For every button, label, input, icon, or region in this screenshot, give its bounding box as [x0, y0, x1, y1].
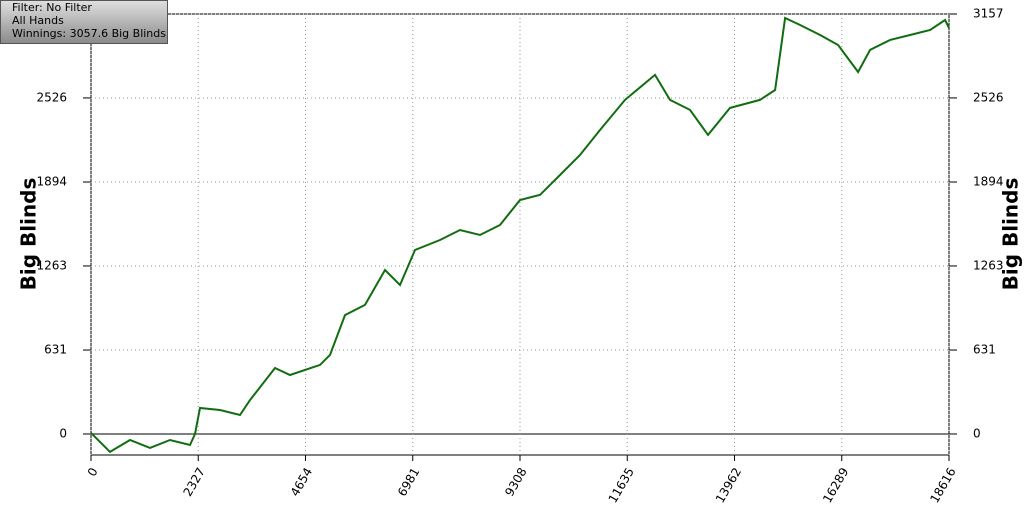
y-axis-title: Big Blinds [17, 178, 41, 291]
y2-tick-label: 2526 [973, 90, 1004, 104]
info-text: Winnings: 3057.6 Big Blinds [12, 27, 166, 40]
x-tick-label: 0 [85, 465, 101, 479]
y-tick-label: 1263 [36, 258, 67, 272]
y2-tick-label: 631 [973, 343, 996, 357]
x-tick-label: 2327 [180, 465, 207, 498]
y-tick-label: 1894 [36, 175, 67, 189]
info-text: All Hands [12, 14, 64, 27]
y-tick-label: 631 [44, 343, 67, 357]
x-tick-label: 6981 [395, 465, 422, 498]
x-tick-label: 18616 [927, 465, 958, 505]
x-tick-label: 9308 [502, 465, 529, 498]
y-tick-label: 0 [59, 426, 67, 440]
y2-tick-label: 3157 [973, 7, 1004, 21]
x-tick-label: 16289 [820, 465, 851, 505]
info-text: Filter: No Filter [12, 1, 92, 14]
x-tick-label: 13962 [713, 465, 744, 505]
y2-tick-label: 1263 [973, 258, 1004, 272]
y2-tick-label: 1894 [973, 175, 1004, 189]
info-box [0, 0, 168, 44]
x-tick-label: 4654 [288, 465, 315, 498]
data-line [90, 16, 950, 454]
y2-axis-title: Big Blinds [999, 178, 1023, 291]
y-tick-label: 2526 [36, 90, 67, 104]
x-tick-label: 11635 [606, 465, 637, 505]
y2-tick-label: 0 [973, 426, 981, 440]
